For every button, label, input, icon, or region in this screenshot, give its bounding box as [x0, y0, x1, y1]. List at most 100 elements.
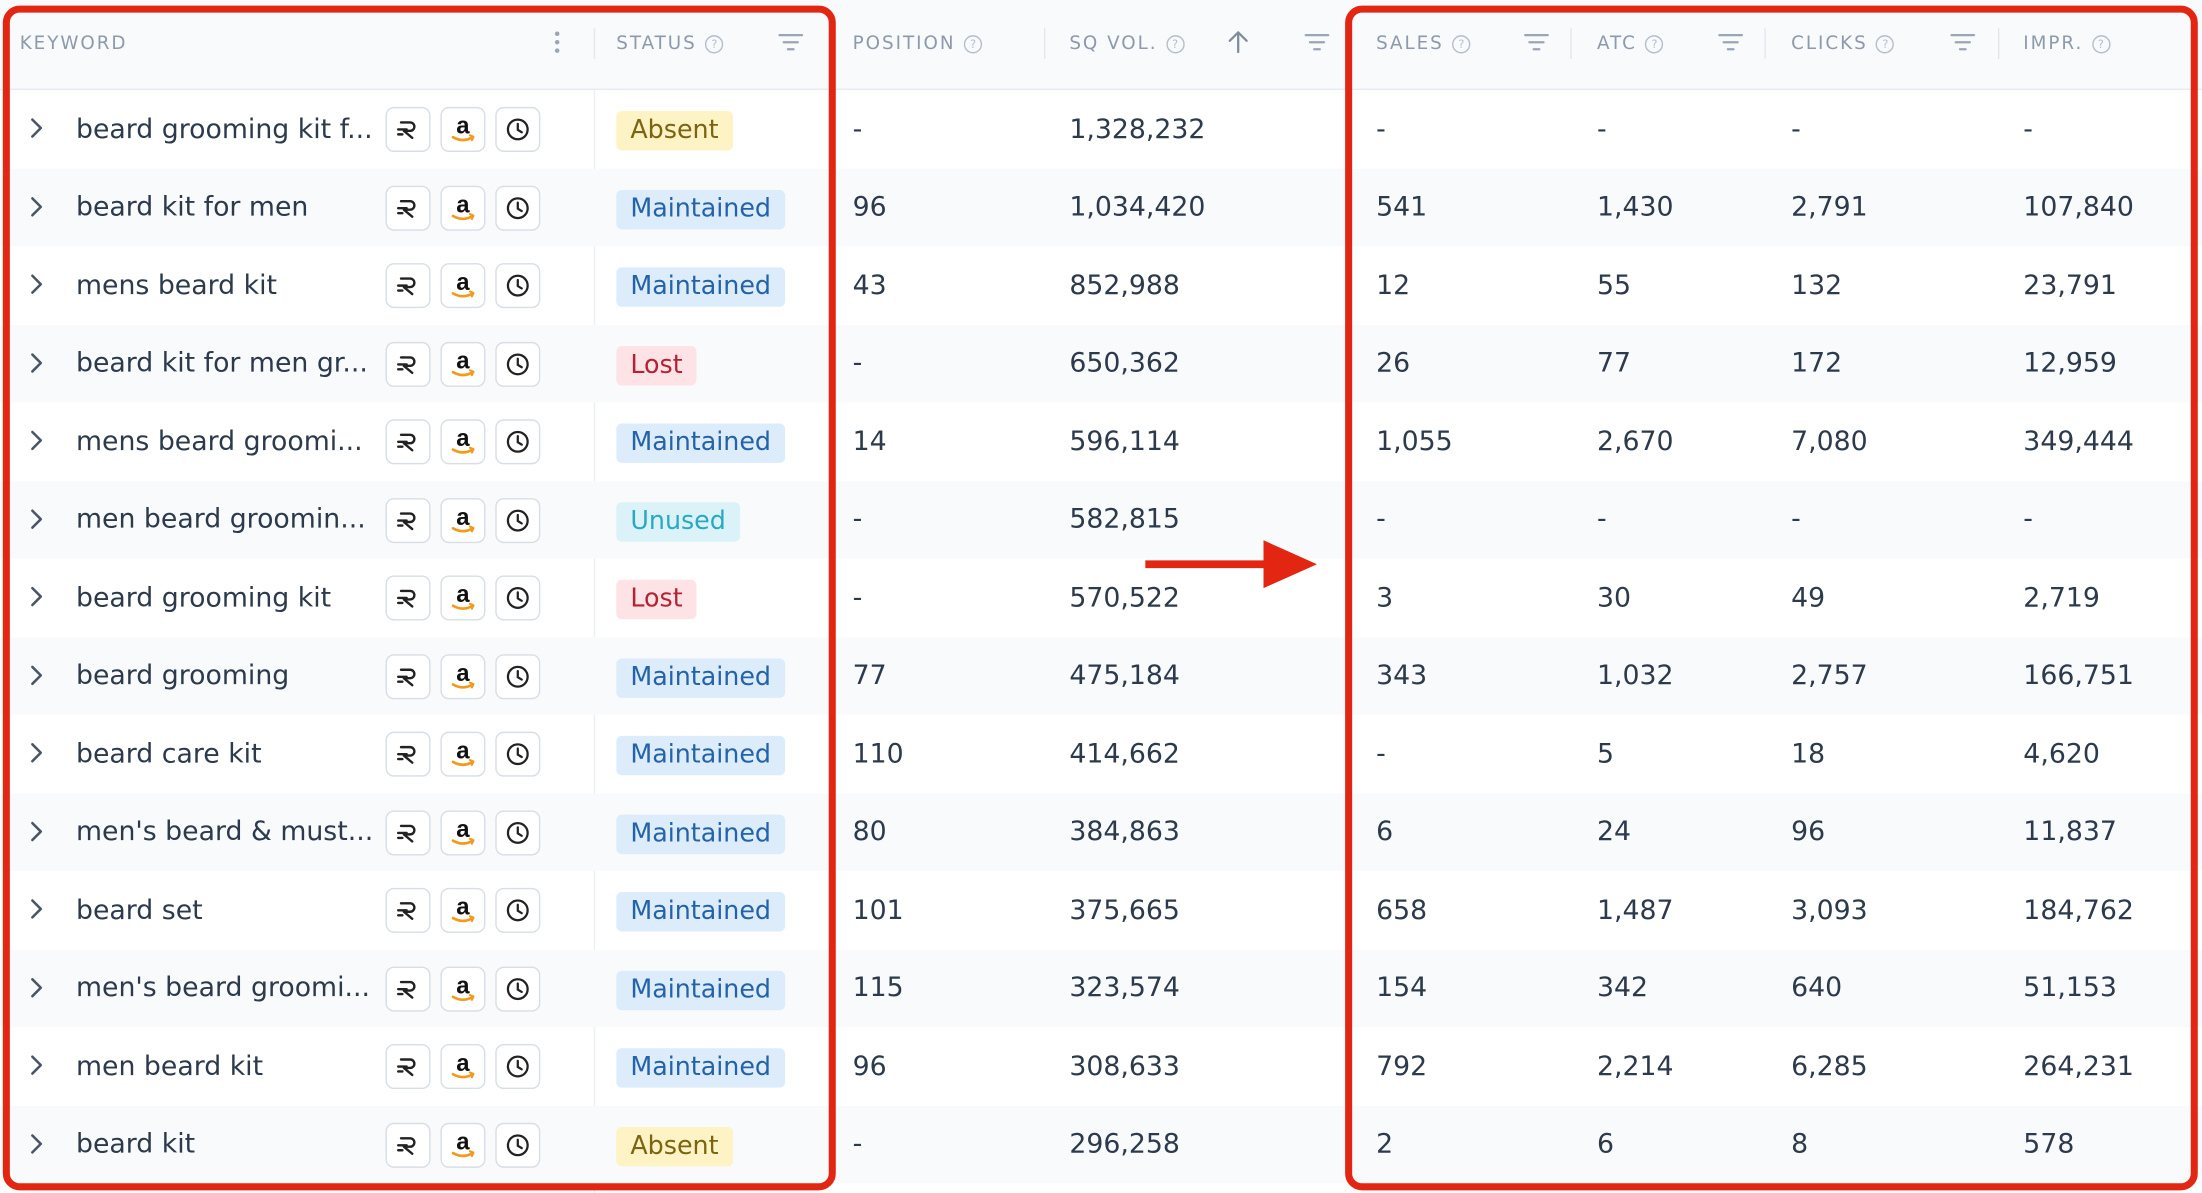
table-row[interactable]: beard grooming a Maintained 77 475,184 3…	[0, 636, 2202, 715]
keyword-cell[interactable]: mens beard kit	[75, 269, 278, 301]
keyword-cell[interactable]: beard kit for men gr...	[75, 347, 368, 379]
rank-tracker-button[interactable]	[385, 1044, 431, 1090]
help-icon[interactable]: ?	[963, 34, 983, 53]
table-row[interactable]: beard set a Maintained 101 375,665 658 1…	[0, 871, 2202, 949]
table-row[interactable]: men's beard groomi... a Maintained 115 3…	[0, 949, 2202, 1028]
filter-icon[interactable]	[1717, 28, 1745, 56]
filter-icon[interactable]	[1522, 28, 1550, 56]
amazon-button[interactable]: a	[440, 341, 486, 387]
keyword-cell[interactable]: beard set	[75, 894, 203, 926]
history-button[interactable]	[495, 1122, 541, 1168]
amazon-button[interactable]: a	[440, 263, 486, 309]
amazon-button[interactable]: a	[440, 419, 486, 465]
help-icon[interactable]: ?	[2091, 34, 2110, 53]
keyword-cell[interactable]: men's beard groomi...	[75, 972, 371, 1004]
table-row[interactable]: beard kit a Absent - 296,258 2 6 8 578	[0, 1105, 2202, 1184]
keyword-cell[interactable]: beard grooming kit f...	[75, 113, 372, 145]
chevron-right-icon[interactable]	[25, 273, 48, 296]
rank-tracker-button[interactable]	[385, 497, 431, 543]
rank-tracker-button[interactable]	[385, 106, 431, 152]
column-header-status[interactable]: STATUS ?	[616, 31, 724, 56]
filter-icon[interactable]	[1949, 28, 1977, 56]
history-button[interactable]	[495, 263, 541, 309]
amazon-button[interactable]: a	[440, 497, 486, 543]
keyword-cell[interactable]: men beard groomin...	[75, 504, 366, 536]
table-row[interactable]: beard kit for men gr... a Lost - 650,362…	[0, 324, 2202, 403]
help-icon[interactable]: ?	[1166, 34, 1185, 53]
amazon-button[interactable]: a	[440, 1122, 486, 1168]
amazon-button[interactable]: a	[440, 106, 486, 152]
column-header-position[interactable]: POSITION ?	[853, 31, 983, 56]
history-button[interactable]	[495, 419, 541, 465]
chevron-right-icon[interactable]	[25, 507, 48, 530]
keyword-cell[interactable]: men beard kit	[75, 1050, 264, 1082]
keyword-cell[interactable]: beard grooming kit	[75, 582, 332, 614]
table-row[interactable]: men beard kit a Maintained 96 308,633 79…	[0, 1027, 2202, 1105]
column-header-impr[interactable]: IMPR. ?	[2023, 31, 2110, 56]
column-header-clicks[interactable]: CLICKS ?	[1791, 31, 1895, 56]
table-row[interactable]: mens beard groomi... a Maintained 14 596…	[0, 402, 2202, 480]
help-icon[interactable]: ?	[1452, 34, 1471, 53]
chevron-right-icon[interactable]	[25, 351, 48, 374]
amazon-button[interactable]: a	[440, 731, 486, 777]
table-row[interactable]: beard kit for men a Maintained 96 1,034,…	[0, 168, 2202, 247]
rank-tracker-button[interactable]	[385, 419, 431, 465]
amazon-button[interactable]: a	[440, 1044, 486, 1090]
keyword-cell[interactable]: beard kit	[75, 1128, 196, 1160]
chevron-right-icon[interactable]	[25, 742, 48, 765]
amazon-button[interactable]: a	[440, 809, 486, 855]
chevron-right-icon[interactable]	[25, 976, 48, 999]
keyword-cell[interactable]: beard care kit	[75, 738, 262, 770]
history-button[interactable]	[495, 185, 541, 231]
chevron-right-icon[interactable]	[25, 195, 48, 218]
column-header-keyword[interactable]: KEYWORD	[20, 31, 128, 56]
chevron-right-icon[interactable]	[25, 585, 48, 608]
keyword-cell[interactable]: mens beard groomi...	[75, 425, 363, 457]
keyword-cell[interactable]: beard grooming	[75, 660, 290, 692]
sort-arrow-up-icon[interactable]	[1224, 28, 1252, 56]
history-button[interactable]	[495, 497, 541, 543]
history-button[interactable]	[495, 575, 541, 621]
history-button[interactable]	[495, 731, 541, 777]
history-button[interactable]	[495, 887, 541, 933]
chevron-right-icon[interactable]	[25, 820, 48, 843]
table-row[interactable]: beard grooming kit f... a Absent - 1,328…	[0, 90, 2202, 168]
table-row[interactable]: mens beard kit a Maintained 43 852,988 1…	[0, 246, 2202, 324]
history-button[interactable]	[495, 106, 541, 152]
filter-icon[interactable]	[777, 28, 805, 56]
rank-tracker-button[interactable]	[385, 809, 431, 855]
help-icon[interactable]: ?	[705, 34, 724, 53]
column-header-atc[interactable]: ATC ?	[1597, 31, 1664, 56]
amazon-button[interactable]: a	[440, 575, 486, 621]
rank-tracker-button[interactable]	[385, 1122, 431, 1168]
amazon-button[interactable]: a	[440, 887, 486, 933]
chevron-right-icon[interactable]	[25, 1132, 48, 1155]
rank-tracker-button[interactable]	[385, 965, 431, 1011]
chevron-right-icon[interactable]	[25, 117, 48, 140]
history-button[interactable]	[495, 1044, 541, 1090]
chevron-right-icon[interactable]	[25, 898, 48, 921]
amazon-button[interactable]: a	[440, 185, 486, 231]
filter-icon[interactable]	[1303, 28, 1331, 56]
chevron-right-icon[interactable]	[25, 1054, 48, 1077]
table-row[interactable]: beard care kit a Maintained 110 414,662 …	[0, 715, 2202, 793]
chevron-right-icon[interactable]	[25, 429, 48, 452]
table-row[interactable]: men beard groomin... a Unused - 582,815 …	[0, 480, 2202, 559]
rank-tracker-button[interactable]	[385, 887, 431, 933]
rank-tracker-button[interactable]	[385, 341, 431, 387]
amazon-button[interactable]: a	[440, 653, 486, 699]
keyword-cell[interactable]: men's beard & must...	[75, 816, 372, 848]
rank-tracker-button[interactable]	[385, 653, 431, 699]
rank-tracker-button[interactable]	[385, 185, 431, 231]
column-header-sales[interactable]: SALES ?	[1376, 31, 1471, 56]
keyword-cell[interactable]: beard kit for men	[75, 191, 309, 223]
history-button[interactable]	[495, 965, 541, 1011]
column-header-sq-vol[interactable]: SQ VOL. ?	[1069, 31, 1185, 56]
help-icon[interactable]: ?	[1645, 34, 1664, 53]
history-button[interactable]	[495, 341, 541, 387]
rank-tracker-button[interactable]	[385, 263, 431, 309]
table-row[interactable]: men's beard & must... a Maintained 80 38…	[0, 792, 2202, 871]
history-button[interactable]	[495, 653, 541, 699]
amazon-button[interactable]: a	[440, 965, 486, 1011]
rank-tracker-button[interactable]	[385, 731, 431, 777]
